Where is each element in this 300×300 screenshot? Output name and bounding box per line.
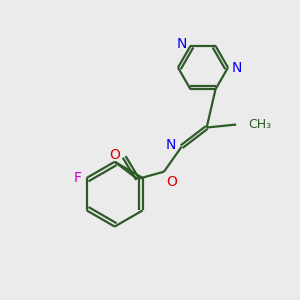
Text: N: N	[166, 138, 176, 152]
Text: N: N	[177, 38, 187, 51]
Text: O: O	[109, 148, 120, 163]
Text: O: O	[166, 175, 177, 189]
Text: F: F	[73, 171, 81, 185]
Text: CH₃: CH₃	[248, 118, 272, 131]
Text: N: N	[232, 61, 242, 75]
